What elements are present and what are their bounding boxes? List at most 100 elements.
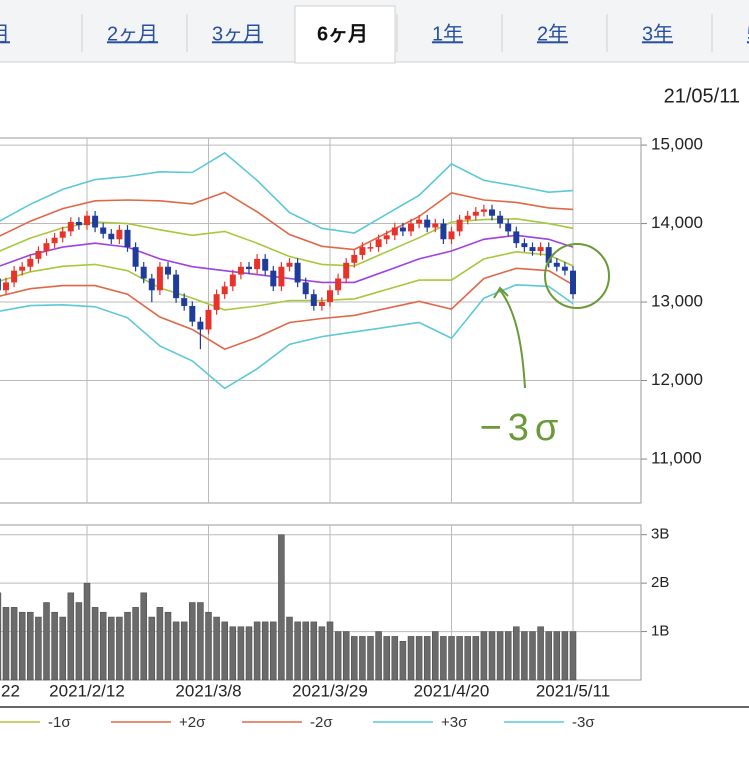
volume-bar [180, 621, 188, 681]
candle-body [51, 237, 58, 244]
volume-bar [456, 636, 463, 681]
volume-bar [261, 621, 269, 681]
volume-bar [399, 641, 407, 681]
candle-body [343, 262, 350, 279]
volume-bar [197, 602, 204, 681]
candle-body [19, 266, 26, 271]
y-tick-label: 3B [651, 526, 669, 543]
candle-body [318, 302, 325, 306]
volume-bar [318, 626, 326, 681]
volume-bar [189, 602, 196, 681]
volume-bar [172, 621, 180, 681]
candle-body [229, 274, 236, 287]
candle-body [351, 254, 358, 263]
candle-body [278, 266, 285, 287]
candle-body [545, 247, 552, 263]
price-frame [0, 137, 642, 504]
candle-body [156, 266, 163, 291]
candle-body [456, 219, 463, 232]
volume-bar [237, 626, 245, 681]
tab[interactable]: 2年 [537, 22, 568, 45]
volume-bar [448, 636, 455, 681]
candle-body [497, 215, 504, 224]
tab[interactable]: 5年 [747, 22, 749, 45]
volume-bar [91, 607, 99, 681]
candle-body [67, 221, 74, 232]
candle-body [327, 290, 333, 303]
candle-body [43, 243, 50, 252]
candle-body [302, 282, 309, 295]
candle-body [294, 262, 301, 283]
candle-body [59, 231, 66, 238]
x-tick-label: 2021/5/11 [536, 681, 610, 700]
candle-body [472, 211, 479, 216]
tab[interactable]: 1年 [432, 22, 463, 45]
candle-body [205, 309, 212, 330]
candle-body [432, 223, 439, 228]
candle-body [553, 262, 560, 267]
volume-bar [561, 631, 569, 681]
candle-body [108, 233, 115, 240]
candle-body [221, 286, 228, 295]
y-tick-label: 1B [651, 623, 669, 640]
x-tick-label: 2021/2/12 [49, 681, 125, 700]
candle-body [75, 221, 82, 226]
band-line [0, 234, 574, 284]
volume-bar [326, 621, 334, 681]
volume-bar [253, 621, 261, 681]
volume-bar [124, 611, 131, 681]
legend-label: -2σ [310, 714, 333, 731]
volume-bar [245, 626, 253, 681]
volume-bar [286, 616, 293, 681]
tab-selected-bg [294, 5, 396, 64]
volume-bar [221, 621, 228, 681]
y-tick-label: 13,000 [651, 292, 703, 311]
tab[interactable]: 月 [0, 23, 10, 45]
volume-bar [132, 607, 139, 681]
volume-bar [51, 611, 58, 681]
candle-body [11, 270, 18, 283]
candle-body [529, 247, 536, 252]
tab[interactable]: 3年 [642, 22, 673, 45]
volume-bar [229, 626, 237, 681]
tab[interactable]: 3ヶ月 [212, 23, 263, 45]
x-tick-label: 2021/4/20 [414, 681, 490, 700]
band-line [0, 151, 574, 234]
candle-body [310, 294, 317, 306]
volume-bar [213, 616, 220, 681]
volume-bar [496, 631, 504, 681]
volume-bar [529, 631, 536, 681]
volume-bar [278, 534, 285, 681]
candle-body [148, 278, 155, 291]
volume-bar [205, 611, 212, 681]
legend-label: -3σ [572, 714, 595, 731]
tab[interactable]: 2ヶ月 [107, 23, 158, 45]
volume-bar [10, 607, 18, 681]
annotation-arrow [499, 289, 526, 389]
candle-body [416, 219, 423, 224]
volume-bar [569, 631, 577, 681]
candle-body [197, 321, 204, 330]
candle-body [246, 266, 252, 270]
volume-bar [27, 611, 34, 681]
y-tick-label: 11,000 [651, 449, 702, 468]
volume-bar [334, 631, 342, 681]
candle-body [391, 227, 398, 236]
volume-bar [270, 621, 277, 681]
volume-bar [464, 636, 471, 681]
candle-body [124, 229, 131, 248]
candle-body [262, 258, 269, 271]
volume-bar [83, 582, 91, 681]
candle-body [448, 231, 455, 240]
candle-body [383, 235, 390, 240]
volume-bar [513, 626, 520, 681]
candle-body [0, 278, 1, 291]
candle-body [505, 223, 512, 232]
legend-label: -1σ [48, 714, 71, 731]
volume-bar [156, 607, 164, 681]
tab: 6ヶ月 [317, 23, 368, 45]
volume-bar [99, 611, 107, 681]
candle-body [140, 266, 147, 279]
x-tick-label: 22 [1, 681, 20, 700]
band-line [0, 283, 574, 390]
